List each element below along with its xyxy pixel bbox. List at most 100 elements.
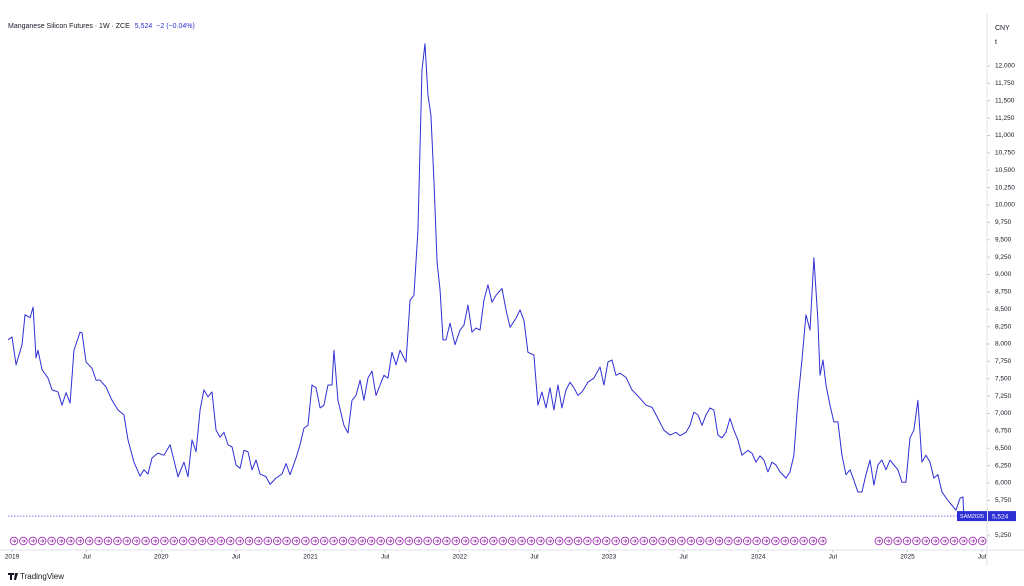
event-marker-arrow <box>698 539 703 543</box>
x-tick-label: 2020 <box>154 554 169 561</box>
event-marker-arrow <box>331 539 336 543</box>
event-marker-arrow <box>933 539 938 543</box>
event-marker-arrow <box>811 539 816 543</box>
event-marker-arrow <box>500 539 505 543</box>
event-marker-arrow <box>613 539 618 543</box>
event-marker-arrow <box>491 539 496 543</box>
y-tick-label: 10,250 <box>995 184 1015 191</box>
y-tick-label: 5,250 <box>995 532 1012 539</box>
y-tick-label: 9,750 <box>995 219 1012 226</box>
event-marker-arrow <box>886 539 891 543</box>
event-marker-arrow <box>256 539 261 543</box>
event-marker-arrow <box>585 539 590 543</box>
event-marker-arrow <box>557 539 562 543</box>
event-marker-arrow <box>942 539 947 543</box>
event-marker-arrow <box>472 539 477 543</box>
event-markers <box>9 536 987 546</box>
price-change: −2 (−0.04%) <box>156 23 195 30</box>
event-marker-arrow <box>482 539 487 543</box>
currency: CNY <box>995 25 1010 32</box>
y-tick-label: 11,750 <box>995 80 1015 87</box>
brand-logo: TradingView <box>8 572 64 581</box>
event-marker-arrow <box>369 539 374 543</box>
x-tick-label: 2024 <box>751 554 766 561</box>
y-tick-label: 11,500 <box>995 97 1015 104</box>
event-marker-arrow <box>538 539 543 543</box>
event-marker-arrow <box>566 539 571 543</box>
event-marker-arrow <box>453 539 458 543</box>
event-marker-arrow <box>547 539 552 543</box>
event-marker-arrow <box>745 539 750 543</box>
event-marker-arrow <box>820 539 825 543</box>
y-tick-label: 7,250 <box>995 393 1012 400</box>
event-marker-arrow <box>284 539 289 543</box>
x-tick-label: Jul <box>978 554 987 561</box>
last-price-badge-label: 5,524 <box>992 513 1009 520</box>
symbol-badge-label: SAM2025 <box>960 514 984 520</box>
event-marker-arrow <box>209 539 214 543</box>
event-marker-arrow <box>735 539 740 543</box>
event-marker-arrow <box>679 539 684 543</box>
event-marker-arrow <box>660 539 665 543</box>
event-marker-arrow <box>406 539 411 543</box>
event-marker-arrow <box>707 539 712 543</box>
y-tick-label: 8,000 <box>995 341 1012 348</box>
event-marker-arrow <box>200 539 205 543</box>
last-price: 5,524 <box>135 23 153 30</box>
x-tick-label: Jul <box>679 554 688 561</box>
event-marker-arrow <box>980 539 985 543</box>
event-marker-arrow <box>87 539 92 543</box>
event-marker-arrow <box>576 539 581 543</box>
event-marker-arrow <box>773 539 778 543</box>
y-tick-label: 10,000 <box>995 202 1015 209</box>
y-tick-label: 10,750 <box>995 150 1015 157</box>
event-marker-arrow <box>275 539 280 543</box>
event-marker-arrow <box>237 539 242 543</box>
price-line <box>7 43 965 517</box>
event-marker-arrow <box>670 539 675 543</box>
event-marker-arrow <box>378 539 383 543</box>
event-marker-arrow <box>181 539 186 543</box>
y-tick-label: 7,500 <box>995 375 1012 382</box>
x-tick-label: Jul <box>530 554 539 561</box>
event-marker-arrow <box>463 539 468 543</box>
event-marker-arrow <box>688 539 693 543</box>
event-marker-arrow <box>397 539 402 543</box>
y-tick-label: 10,500 <box>995 167 1015 174</box>
event-marker-arrow <box>124 539 129 543</box>
event-marker-arrow <box>632 539 637 543</box>
x-tick-label: Jul <box>381 554 390 561</box>
y-tick-label: 6,000 <box>995 480 1012 487</box>
event-marker-arrow <box>435 539 440 543</box>
x-tick-label: 2019 <box>5 554 20 561</box>
event-marker-arrow <box>77 539 82 543</box>
x-tick-label: 2025 <box>900 554 915 561</box>
y-tick-label: 6,750 <box>995 428 1012 435</box>
event-marker-arrow <box>341 539 346 543</box>
event-marker-arrow <box>952 539 957 543</box>
event-marker-arrow <box>895 539 900 543</box>
event-marker-arrow <box>49 539 54 543</box>
y-tick-label: 8,250 <box>995 323 1012 330</box>
event-marker-arrow <box>303 539 308 543</box>
symbol-badge <box>957 511 987 522</box>
y-tick-label: 9,500 <box>995 236 1012 243</box>
event-marker-arrow <box>96 539 101 543</box>
event-marker-arrow <box>717 539 722 543</box>
event-marker-arrow <box>59 539 64 543</box>
event-marker-arrow <box>641 539 646 543</box>
event-marker-arrow <box>961 539 966 543</box>
x-tick-label: 2021 <box>303 554 318 561</box>
event-marker-arrow <box>218 539 223 543</box>
x-tick-label: 2023 <box>602 554 617 561</box>
chart-title: Manganese Silicon Futures · 1W · ZCE <box>8 23 130 30</box>
y-tick-label: 7,750 <box>995 358 1012 365</box>
event-marker-arrow <box>388 539 393 543</box>
event-marker-arrow <box>529 539 534 543</box>
event-marker-arrow <box>312 539 317 543</box>
event-marker-arrow <box>425 539 430 543</box>
event-marker-arrow <box>247 539 252 543</box>
brand-name: TradingView <box>20 572 64 581</box>
event-marker-arrow <box>162 539 167 543</box>
